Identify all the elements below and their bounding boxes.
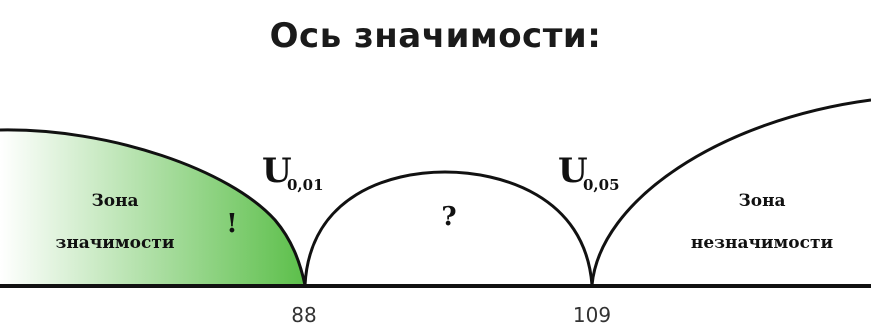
significance-zone-symbol: ! bbox=[226, 209, 237, 239]
insignificance-zone-label-line1: Зона bbox=[738, 191, 785, 211]
insignificance-zone-boundary bbox=[590, 98, 871, 286]
significance-zone-boundary bbox=[0, 128, 307, 286]
critical-value-1-letter: U bbox=[262, 151, 292, 191]
significance-zone-label-line1: Зона bbox=[91, 191, 138, 211]
uncertain-zone-arch bbox=[303, 170, 594, 286]
critical-value-2-subscript: 0,05 bbox=[583, 176, 620, 194]
insignificance-zone-label-line2: незначимости bbox=[691, 233, 834, 253]
tick-label-88: 88 bbox=[291, 303, 316, 327]
critical-value-2-letter: U bbox=[558, 151, 588, 191]
tick-label-109: 109 bbox=[573, 303, 611, 327]
significance-zone-label-line2: значимости bbox=[56, 233, 175, 253]
uncertain-zone-symbol: ? bbox=[441, 202, 456, 232]
page-title: Ось значимости: bbox=[269, 16, 602, 56]
critical-value-1-subscript: 0,01 bbox=[287, 176, 324, 194]
significance-zone-fill bbox=[0, 129, 305, 285]
